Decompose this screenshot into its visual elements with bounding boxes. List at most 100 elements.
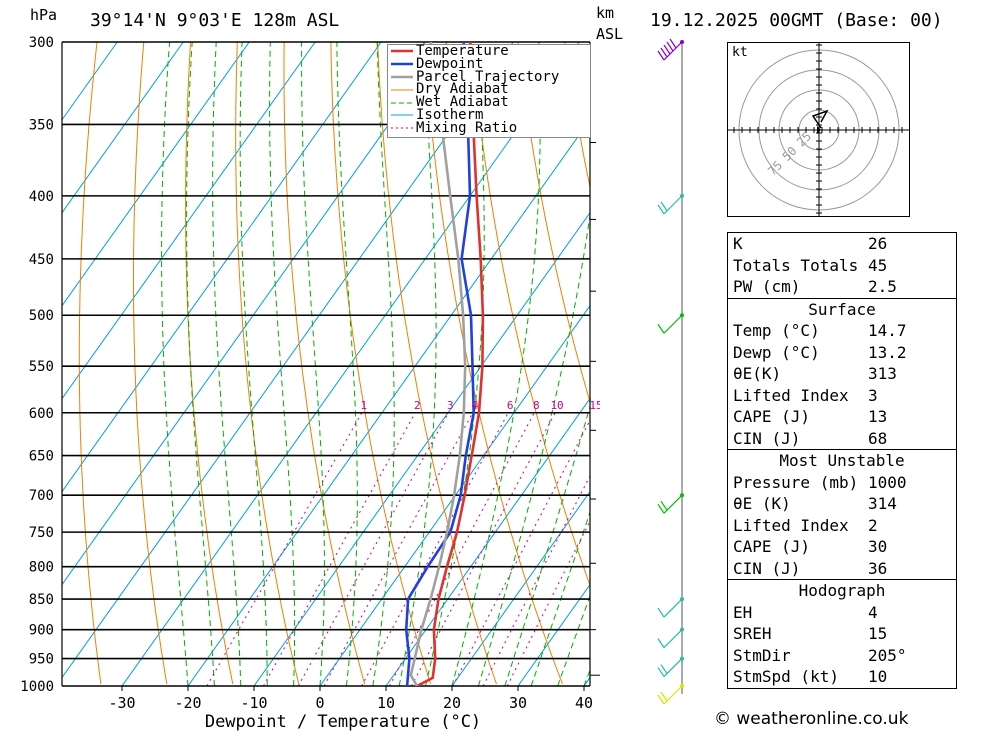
legend-label: Dewpoint <box>416 55 484 72</box>
mixing-ratio-label: 10 <box>550 399 563 412</box>
dry-adiabat-line <box>133 42 168 685</box>
isotherm-line <box>517 583 590 686</box>
pressure-unit-label: hPa <box>30 6 58 24</box>
wet-adiabat-line <box>477 211 590 686</box>
index-value: 1000 <box>868 472 907 492</box>
x-axis-title: Dewpoint / Temperature (°C) <box>205 712 481 732</box>
index-row: CIN (J) 68 <box>728 428 956 450</box>
legend-entry: Temperature <box>388 43 590 59</box>
wet-adiabat-line <box>161 42 189 686</box>
index-value: 2 <box>868 515 878 535</box>
index-row: θE(K) 313 <box>728 363 956 385</box>
index-value: 13 <box>868 407 888 426</box>
legend-label: Temperature <box>416 43 509 59</box>
legend-entry: Isotherm <box>388 106 590 123</box>
dry-adiabat-line <box>235 42 300 685</box>
legend-label: Isotherm <box>416 106 484 123</box>
x-tick-label: -30 <box>108 694 135 712</box>
wet-adiabat-line <box>557 594 590 686</box>
index-row: Lifted Index 3 <box>728 385 956 407</box>
isotherm-line <box>62 42 184 214</box>
isotherm-line <box>319 304 590 686</box>
legend-label: Dry Adiabat <box>416 81 509 98</box>
index-row: StmSpd (kt) 10 <box>728 666 956 688</box>
index-value: 3 <box>868 385 878 405</box>
wet-adiabat-line <box>398 42 437 686</box>
isotherm-line <box>62 42 382 493</box>
km-unit-label: km <box>596 4 615 22</box>
isotherm-line <box>62 42 250 307</box>
index-row: CAPE (J) 30 <box>728 536 956 558</box>
pressure-tick-label: 950 <box>29 652 54 668</box>
profile-lines <box>404 42 485 686</box>
index-value: 13.2 <box>868 342 907 362</box>
dry-adiabat-line <box>185 42 234 685</box>
surface-section: Surface Temp (°C) 14.7 Dewp (°C) 13.2 θE(K) 3… <box>728 297 956 450</box>
wind-barb-shaft <box>663 598 683 618</box>
background-lines <box>62 42 590 686</box>
index-label: Temp (°C) <box>733 321 820 340</box>
legend-entry: Wet Adiabat <box>388 94 590 111</box>
mixing-ratio-label: 3 <box>447 399 454 412</box>
general-indices: K 26 Totals Totals 45 PW (cm) 2.5 <box>728 233 956 298</box>
wind-barb-flag <box>669 38 677 49</box>
dry-adiabat-line <box>517 42 590 404</box>
wind-barb-flag <box>657 638 665 648</box>
wind-barb-flag <box>657 323 665 334</box>
wind-barb-flag <box>663 44 671 55</box>
wind-barb-shaft <box>663 494 683 514</box>
wind-barb-shaft <box>663 658 683 677</box>
index-value: 313 <box>868 364 897 383</box>
index-label: StmSpd (kt) <box>733 667 839 686</box>
mixing-ratio-label: 4 <box>471 399 478 412</box>
hodograph-panel: 25 50 75 kt <box>727 42 910 217</box>
x-tick-label: -20 <box>174 694 201 712</box>
index-label: Totals Totals <box>733 255 859 275</box>
index-value: 2.5 <box>868 277 897 296</box>
mixing-ratio-line <box>206 412 363 686</box>
legend-entry: Parcel Trajectory <box>388 70 590 83</box>
index-row: Temp (°C) 14.7 <box>728 320 956 342</box>
pressure-tick-label: 650 <box>29 449 54 465</box>
mixing-ratio-line <box>323 412 474 686</box>
x-tick-label: 30 <box>509 694 527 712</box>
index-label: StmDir <box>733 645 791 665</box>
mixing-ratio-label: 1 <box>361 399 368 412</box>
index-row: Lifted Index 2 <box>728 515 956 537</box>
mixing-ratio-label: 6 <box>507 399 514 412</box>
wind-profile <box>657 38 684 705</box>
index-row: EH 4 <box>728 602 956 624</box>
isotherm-line <box>451 490 590 686</box>
index-label: EH <box>733 602 753 622</box>
legend-swatch <box>391 62 413 66</box>
index-value: 15 <box>868 624 888 643</box>
index-row: Dewp (°C) 13.2 <box>728 342 956 364</box>
index-value: 36 <box>868 558 888 578</box>
wind-barb-flag <box>660 500 668 511</box>
x-tick-label: 0 <box>315 694 324 712</box>
x-tick-label: 40 <box>575 694 593 712</box>
pressure-tick-label: 450 <box>29 252 54 268</box>
chart-legend: Temperature Dewpoint Parcel Trajectory Dry … <box>387 44 591 138</box>
index-row: PW (cm) 2.5 <box>728 276 956 298</box>
index-value: 314 <box>868 494 897 513</box>
mixing-ratio-line <box>506 520 590 686</box>
index-label: Lifted Index <box>733 385 849 405</box>
credit-link[interactable]: © weatheronline.co.uk <box>714 709 909 729</box>
index-label: Pressure (mb) <box>733 472 859 492</box>
legend-entry: Dewpoint <box>388 55 590 72</box>
index-row: θE (K) 314 <box>728 493 956 515</box>
wind-barb-flag <box>657 694 665 705</box>
index-row: StmDir 205° <box>728 645 956 667</box>
most-unstable-section: Most Unstable Pressure (mb) 1000 θE (K) 314… <box>728 449 956 579</box>
index-label: Dewp (°C) <box>733 342 820 362</box>
wind-barb-flag <box>660 201 668 212</box>
index-label: K <box>733 234 743 253</box>
legend-swatch <box>391 127 413 129</box>
pressure-tick-label: 800 <box>29 560 54 576</box>
wind-barb-flag <box>666 41 674 52</box>
valid-time: 19.12.2025 00GMT (Base: 00) <box>650 10 943 31</box>
legend-label: Wet Adiabat <box>416 94 509 111</box>
index-label: CIN (J) <box>733 428 801 448</box>
